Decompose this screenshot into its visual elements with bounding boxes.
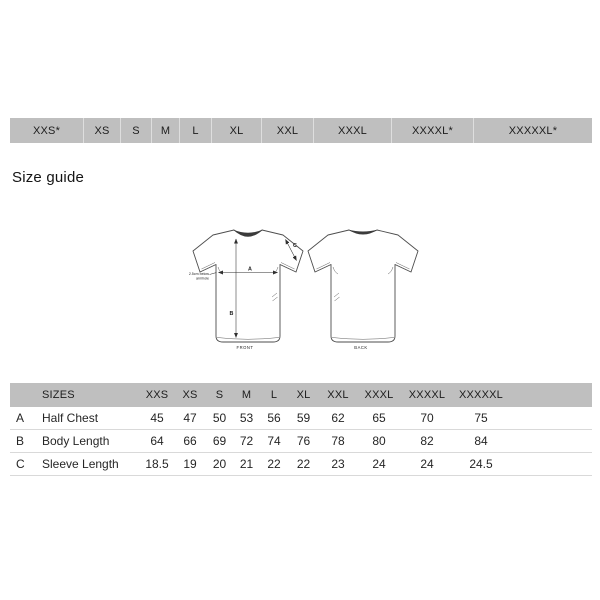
value-cell: 69 — [212, 434, 227, 448]
row-name: Sleeve Length — [42, 457, 119, 471]
value-cell: 24.5 — [469, 457, 493, 471]
value-cell: 74 — [267, 434, 281, 448]
row-spacer — [509, 430, 592, 452]
value-cell: 22 — [296, 457, 311, 471]
size-options-bar: XXS* XS S M L XL XXL XXXL XXXXL* XXXXXL* — [10, 118, 592, 143]
size-table-header: SIZES XXS XS S M L XL XXL XXXL XXXXL XXX… — [10, 383, 592, 407]
col-header-xxl: XXL — [327, 389, 349, 401]
value-cell: 23 — [331, 457, 345, 471]
annotation-leader-line — [209, 272, 217, 275]
value-cell: 82 — [420, 434, 434, 448]
table-row-half-chest: A Half Chest 45 47 50 53 56 59 62 65 70 … — [10, 407, 592, 430]
row-spacer — [509, 407, 592, 429]
value-cell: 53 — [239, 411, 254, 425]
value-cell: 21 — [239, 457, 254, 471]
size-option-xxs[interactable]: XXS* — [10, 118, 84, 143]
size-option-l[interactable]: L — [180, 118, 212, 143]
size-option-s[interactable]: S — [121, 118, 152, 143]
value-cell: 84 — [474, 434, 488, 448]
size-option-m[interactable]: M — [152, 118, 180, 143]
size-option-xs[interactable]: XS — [84, 118, 121, 143]
marker-b-label: B — [230, 311, 234, 317]
value-cell: 22 — [267, 457, 281, 471]
collar-back — [348, 229, 378, 235]
col-header-m: M — [241, 389, 252, 401]
armhole-annotation-line1: 2.5cm below — [189, 272, 210, 276]
size-option-xxxl[interactable]: XXXL — [314, 118, 392, 143]
header-spacer — [509, 383, 592, 407]
value-cell: 18.5 — [145, 457, 169, 471]
front-label: FRONT — [237, 345, 254, 350]
value-cell: 19 — [183, 457, 197, 471]
value-cell: 47 — [183, 411, 197, 425]
armhole-annotation-line2: armhole — [196, 276, 209, 280]
collar-front — [233, 229, 263, 237]
size-table: SIZES XXS XS S M L XL XXL XXXL XXXXL XXX… — [10, 383, 592, 476]
value-cell: 72 — [239, 434, 254, 448]
page-title: Size guide — [12, 169, 85, 186]
back-label: BACK — [354, 345, 367, 350]
size-option-xxxxl[interactable]: XXXXL* — [392, 118, 474, 143]
value-cell: 65 — [372, 411, 386, 425]
size-option-xxl[interactable]: XXL — [262, 118, 314, 143]
value-cell: 64 — [150, 434, 164, 448]
value-cell: 75 — [474, 411, 488, 425]
col-header-xl: XL — [296, 389, 311, 401]
value-cell: 45 — [150, 411, 164, 425]
marker-a-label: A — [248, 267, 252, 273]
value-cell: 62 — [331, 411, 345, 425]
value-cell: 80 — [372, 434, 386, 448]
value-cell: 66 — [183, 434, 197, 448]
row-name: Half Chest — [42, 411, 99, 425]
value-cell: 20 — [212, 457, 227, 471]
value-cell: 24 — [420, 457, 434, 471]
value-cell: 50 — [212, 411, 227, 425]
tshirt-back-drawing — [307, 229, 419, 343]
header-letter-cell — [10, 383, 42, 407]
size-option-xl[interactable]: XL — [212, 118, 262, 143]
tshirt-measurement-diagram: A B C 2.5cm below armhole FRONT BACK — [189, 229, 419, 350]
row-letter: A — [16, 411, 25, 425]
marker-c-label: C — [293, 243, 297, 249]
value-cell: 56 — [267, 411, 281, 425]
measurement-lines — [209, 238, 297, 338]
col-header-l: L — [270, 389, 278, 401]
col-header-xxxxl: XXXXL — [408, 389, 446, 401]
size-option-xxxxxl[interactable]: XXXXXL* — [508, 124, 558, 137]
value-cell: 76 — [296, 434, 311, 448]
tshirt-front-drawing — [192, 229, 304, 343]
sleeve-length-line — [285, 239, 297, 261]
col-header-xxs: XXS — [145, 389, 169, 401]
row-name: Body Length — [42, 434, 110, 448]
row-letter: C — [16, 457, 25, 471]
row-letter: B — [16, 434, 25, 448]
col-header-s: S — [215, 389, 224, 401]
value-cell: 59 — [296, 411, 311, 425]
value-cell: 70 — [420, 411, 434, 425]
value-cell: 78 — [331, 434, 345, 448]
header-sizes-label: SIZES — [42, 389, 75, 401]
col-header-xs: XS — [182, 389, 198, 401]
col-header-xxxl: XXXL — [364, 389, 394, 401]
value-cell: 24 — [372, 457, 386, 471]
table-row-sleeve-length: C Sleeve Length 18.5 19 20 21 22 22 23 2… — [10, 453, 592, 476]
row-spacer — [509, 453, 592, 475]
col-header-xxxxxl: XXXXXL — [458, 389, 503, 401]
table-row-body-length: B Body Length 64 66 69 72 74 76 78 80 82… — [10, 430, 592, 453]
